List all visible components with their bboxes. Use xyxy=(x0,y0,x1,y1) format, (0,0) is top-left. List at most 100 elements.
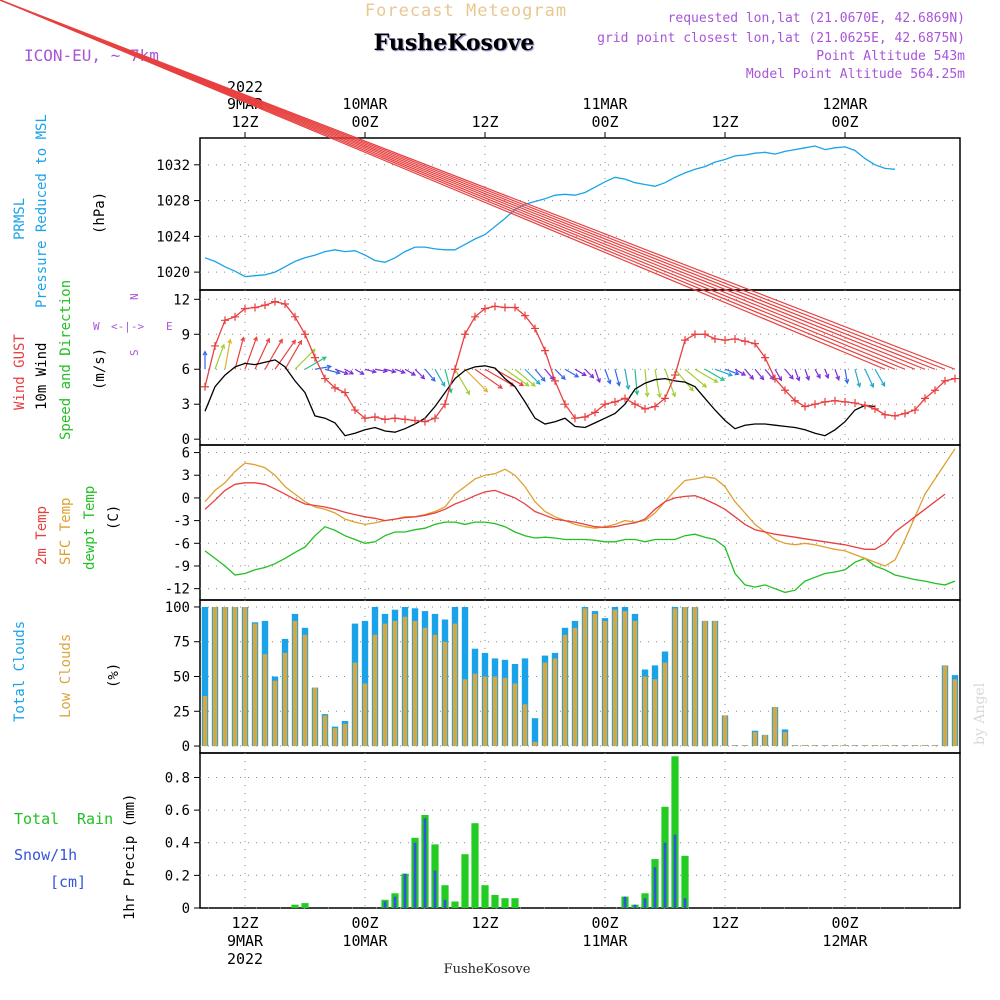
wind-direction-arrow xyxy=(664,369,676,397)
wind-tick-label: 9 xyxy=(182,327,190,343)
wind-direction-arrowhead xyxy=(581,371,587,376)
wind-direction-arrow xyxy=(514,368,536,387)
compass-rose: N S W E <-|-> xyxy=(93,293,173,356)
low-clouds-bar xyxy=(912,745,918,746)
snow-bar xyxy=(443,899,447,908)
wind-gust-marker xyxy=(541,346,549,355)
wind-gust-marker xyxy=(501,303,509,312)
temp-labels: 2m Temp SFC Temp dewpt Temp (C) xyxy=(34,486,122,570)
wind-direction-arrow xyxy=(354,368,364,375)
wind-gust-marker xyxy=(921,394,929,403)
wind-gust-marker xyxy=(551,376,559,385)
bottom-hour-label: 12Z xyxy=(231,914,258,932)
wind-direction-arrow xyxy=(404,368,416,376)
wind-direction-arrowhead xyxy=(371,368,378,374)
wind-direction-arrowhead xyxy=(606,379,612,385)
wind-direction-arrow xyxy=(414,368,425,380)
wind-gust-marker xyxy=(701,330,709,339)
wind-direction-arrow xyxy=(604,369,611,384)
wind-direction-arrowhead xyxy=(411,371,417,376)
wind-direction-arrowhead xyxy=(240,336,245,342)
pressure-tick-label: 1024 xyxy=(156,229,190,245)
wind-direction-arrowhead xyxy=(202,350,208,356)
wind-direction-arrow xyxy=(534,368,546,382)
low-clouds-bar xyxy=(392,620,398,747)
low-clouds-bar xyxy=(722,715,728,746)
cloud-labels: Total Clouds Low Clouds (%) xyxy=(12,621,122,722)
top-date-label: 10MAR xyxy=(342,95,388,113)
wind-gust-marker xyxy=(951,374,959,383)
wind-direction-arrow xyxy=(724,368,739,375)
wind-gust-marker xyxy=(361,414,369,423)
wind-direction-arrowhead xyxy=(777,376,783,382)
wind-direction-arrowhead xyxy=(869,382,875,389)
low-clouds-bar xyxy=(622,611,628,746)
wind-direction-arrow xyxy=(384,368,396,373)
low-clouds-bar xyxy=(292,620,298,747)
low-clouds-bar xyxy=(462,679,468,747)
bottom-date-label: 11MAR xyxy=(582,932,628,950)
wind-gust-marker xyxy=(311,353,319,362)
wind-direction-arrowhead xyxy=(759,375,765,381)
rain-bar xyxy=(301,903,309,908)
wind-unit: (m/s) xyxy=(92,348,108,390)
wind-direction-arrowhead xyxy=(634,390,640,396)
wind-direction-arrow xyxy=(324,368,340,374)
bottom-hour-label: 00Z xyxy=(351,914,378,932)
low-clouds-bar xyxy=(362,683,368,747)
wind-direction-arrow xyxy=(614,369,620,386)
low-clouds-bar xyxy=(282,652,288,747)
wind-direction-arrow xyxy=(0,0,916,370)
snow-bar xyxy=(433,870,437,908)
wind-gust-marker xyxy=(741,337,749,346)
wind-direction-arrowhead xyxy=(625,385,631,391)
wind-direction-arrowhead xyxy=(749,374,755,381)
wind-direction-arrow xyxy=(0,0,936,370)
wind-gust-marker xyxy=(511,303,519,312)
precip-label-c: Snow/1h xyxy=(14,846,77,864)
rain-bar xyxy=(671,756,679,908)
low-clouds-bar xyxy=(872,745,878,746)
low-clouds-bar xyxy=(742,745,748,746)
wind-direction-arrowhead xyxy=(589,373,595,379)
wind-direction-arrow xyxy=(774,368,782,381)
pressure-labels: PRMSL Pressure Reduced to MSL (hPa) xyxy=(12,114,108,308)
top-hour-label: 00Z xyxy=(351,113,378,131)
temp-tick-label: 6 xyxy=(182,446,190,462)
wind-gust-marker xyxy=(521,311,529,320)
bottom-year-label: 2022 xyxy=(227,950,263,968)
wind-label-c: Speed and Direction xyxy=(58,280,74,440)
wind-direction-arrowhead xyxy=(227,338,233,344)
precip-tick-label: 0.4 xyxy=(165,836,190,852)
wind-gust-marker xyxy=(651,402,659,411)
wind-gust-marker xyxy=(761,353,769,362)
wind-direction-arrowhead xyxy=(596,378,601,384)
pressure-unit: (hPa) xyxy=(92,192,108,234)
wind-gust-marker xyxy=(631,400,639,409)
wind-gust-marker xyxy=(861,401,869,410)
wind-gust-marker xyxy=(571,414,579,423)
wind-direction-arrow xyxy=(474,368,503,389)
wind-gust-marker xyxy=(781,386,789,395)
low-clouds-bar xyxy=(952,679,958,747)
precip-unit: 1hr Precip (mm) xyxy=(122,794,138,920)
wind-direction-arrow xyxy=(0,0,886,370)
snow-bar xyxy=(383,901,387,908)
wind-direction-arrowhead xyxy=(805,375,810,381)
wind-direction-arrowhead xyxy=(734,370,740,376)
wind-direction-arrow xyxy=(464,368,488,393)
wind-direction-arrowhead xyxy=(297,339,303,345)
wind-gust-marker xyxy=(371,413,379,422)
low-clouds-bar xyxy=(562,634,568,747)
low-clouds-bar xyxy=(592,613,598,746)
temp-label-b: SFC Temp xyxy=(58,498,74,565)
wind-direction-arrowhead xyxy=(713,378,719,383)
wind-gust-marker xyxy=(261,301,269,310)
total-clouds-bar xyxy=(531,718,539,746)
wind-gust-marker xyxy=(601,400,609,409)
top-hour-label: 00Z xyxy=(591,113,618,131)
model-altitude: Model Point Altitude 564.25m xyxy=(746,67,965,82)
clouds-tick-label: 75 xyxy=(173,635,190,651)
2m-temp-line xyxy=(204,482,946,550)
wind-direction-arrow xyxy=(284,340,302,370)
